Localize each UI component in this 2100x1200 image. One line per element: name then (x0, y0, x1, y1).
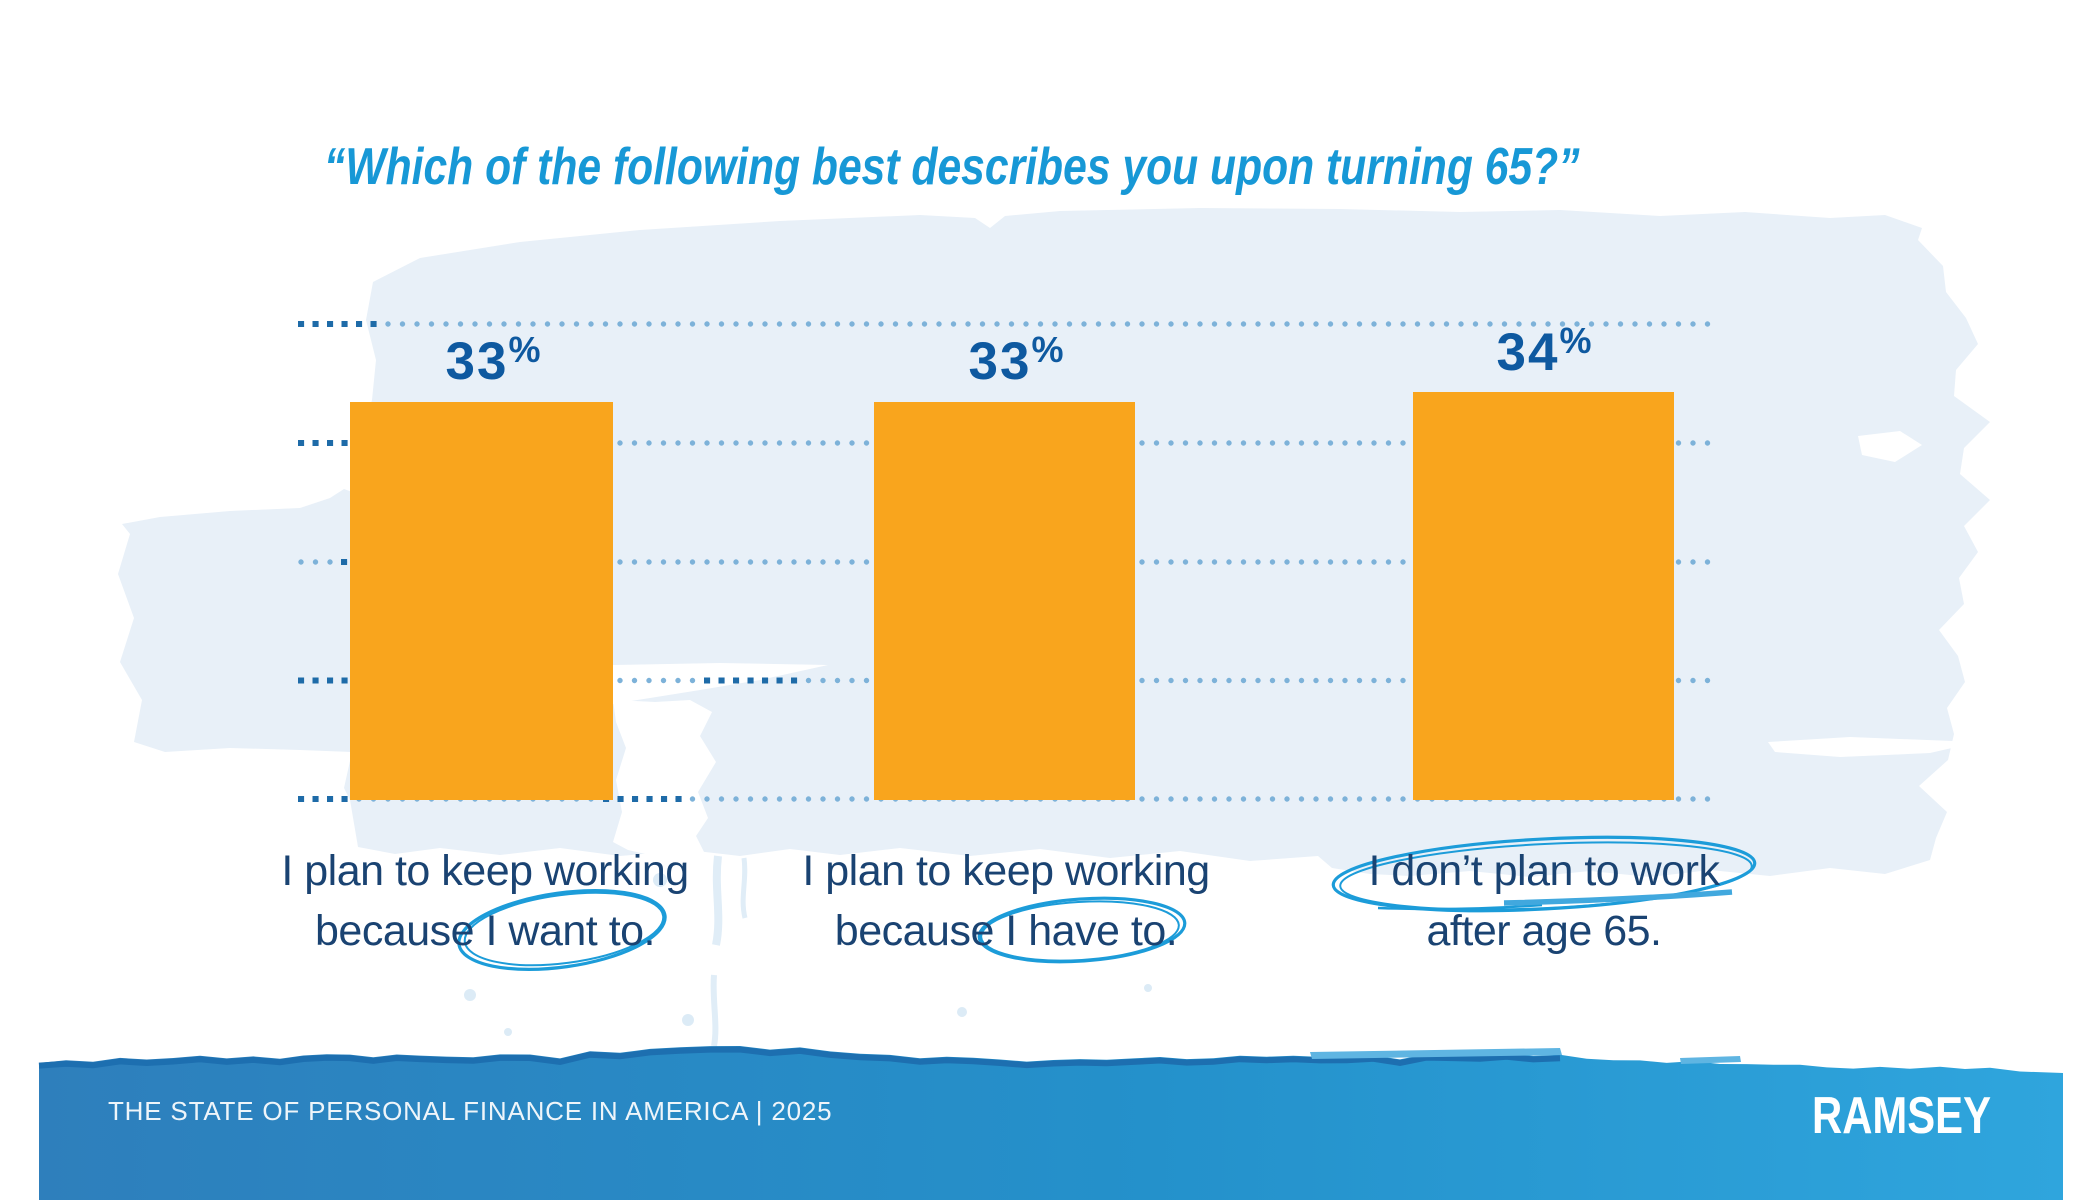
svg-text:RAMSEY: RAMSEY (1812, 1087, 1991, 1145)
